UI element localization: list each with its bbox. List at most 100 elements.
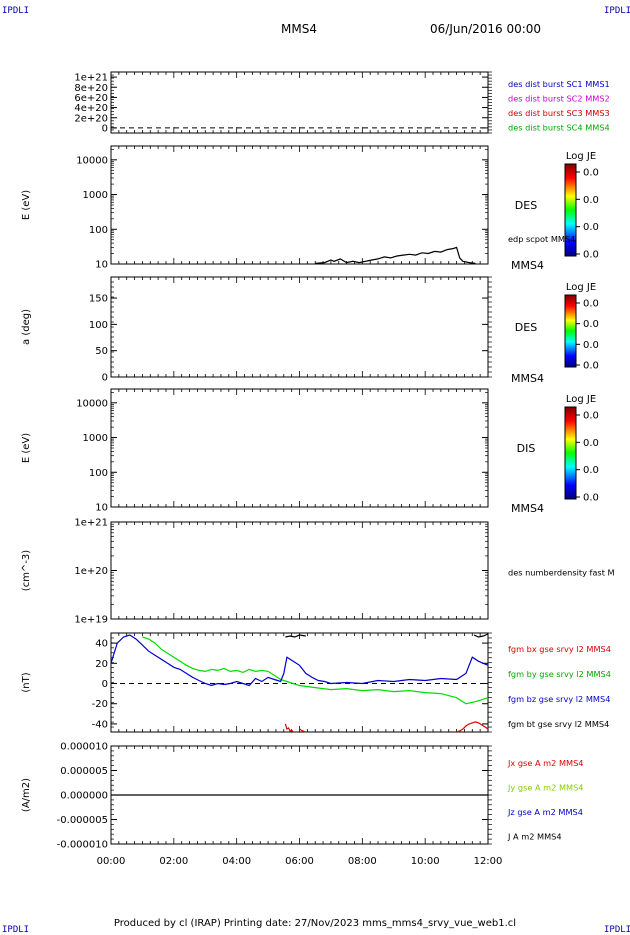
series-line-black: [315, 246, 476, 264]
panel-des_pitch: [110, 276, 580, 378]
panel-frame: [110, 632, 489, 733]
spacecraft-title: MMS4: [281, 22, 317, 36]
instrument-label: DIS: [517, 442, 536, 455]
y-axis-label: E (eV): [21, 190, 32, 220]
instrument-label: DES: [515, 321, 537, 334]
colorbar: [564, 406, 577, 500]
y-tick-label: 0: [102, 373, 108, 384]
time-tick-label: 00:00: [97, 856, 126, 867]
panel-current: [110, 745, 492, 845]
legend-entry: des dist burst SC4 MMS4: [508, 123, 610, 133]
colorbar-tick-label: 0.0: [583, 250, 599, 261]
y-tick-label: 150: [89, 294, 108, 305]
legend-entry: Jx gse A m2 MMS4: [507, 758, 584, 768]
panel-frame: [110, 388, 489, 508]
legend-entry: des dist burst SC1 MMS1: [508, 79, 610, 89]
panel-density: [110, 521, 489, 620]
y-tick-label: 100: [89, 468, 108, 479]
colorbar-title: Log JE: [566, 282, 596, 293]
y-tick-label: -40: [92, 719, 108, 730]
y-tick-label: 0: [102, 123, 108, 134]
time-tick-label: 02:00: [159, 856, 188, 867]
legend-entry: Jy gse A m2 MMS4: [507, 783, 584, 793]
y-tick-label: 0: [102, 679, 108, 690]
legend-entry: fgm bz gse srvy l2 MMS4: [508, 694, 610, 704]
y-tick-label: 1000: [83, 433, 108, 444]
instrument-label: DES: [515, 199, 537, 212]
colorbar-tick-label: 0.0: [583, 299, 599, 310]
y-tick-label: 20: [95, 659, 108, 670]
colorbar-tick-label: 0.0: [583, 195, 599, 206]
legend-entry: Jz gse A m2 MMS4: [507, 807, 583, 817]
colorbar-tick-label: 0.0: [583, 493, 599, 504]
legend-entry: J A m2 MMS4: [507, 832, 562, 842]
time-tick-label: 10:00: [411, 856, 440, 867]
panel-dis_energy: [110, 388, 580, 508]
series-line-bz: [110, 634, 489, 687]
legend-entry: edp scpot MMS4: [508, 234, 575, 244]
corner-label-top-left: IPDLI: [2, 6, 30, 16]
y-tick-label: 1e+21: [74, 518, 108, 529]
series-line-bx: [284, 723, 294, 733]
colorbar-title: Log JE: [566, 151, 596, 162]
colorbar-tick-label: 0.0: [583, 319, 599, 330]
y-tick-label: 1e+21: [74, 73, 108, 84]
panel-frame: [110, 276, 489, 378]
y-tick-label: 2e+20: [74, 113, 108, 124]
spacecraft-label: MMS4: [511, 259, 544, 272]
colorbar-tick-label: 0.0: [583, 340, 599, 351]
series-line-bt: [473, 633, 489, 638]
corner-label-top-right: IPDLI: [604, 6, 630, 16]
colorbar: [564, 163, 577, 257]
colorbar-tick-label: 0.0: [583, 438, 599, 449]
y-tick-label: 0.000000: [60, 791, 108, 802]
y-axis-label: (A/m2): [21, 778, 32, 812]
y-tick-label: 0.000010: [60, 742, 108, 753]
y-tick-label: 10: [95, 503, 108, 514]
y-axis-label: E (eV): [21, 433, 32, 463]
legend-entry: des numberdensity fast M: [508, 568, 615, 578]
colorbar-tick-label: 0.0: [583, 168, 599, 179]
y-tick-label: 40: [95, 639, 108, 650]
y-axis-label: (cm^-3): [21, 550, 32, 591]
spacecraft-label: MMS4: [511, 372, 544, 385]
y-tick-label: 10000: [76, 155, 108, 166]
colorbar-tick-label: 0.0: [583, 222, 599, 233]
colorbar-tick-label: 0.0: [583, 465, 599, 476]
y-tick-label: 100: [89, 225, 108, 236]
series-line-bx: [456, 721, 489, 733]
legend-entry: des dist burst SC2 MMS2: [508, 94, 610, 104]
legend-entry: des dist burst SC3 MMS3: [508, 108, 610, 118]
corner-label-bottom-left: IPDLI: [2, 925, 30, 935]
y-tick-label: 4e+20: [74, 103, 108, 114]
time-tick-label: 08:00: [348, 856, 377, 867]
series-line-by: [142, 636, 489, 705]
time-tick-label: 04:00: [222, 856, 251, 867]
spacecraft-label: MMS4: [511, 502, 544, 515]
y-tick-label: 8e+20: [74, 83, 108, 94]
y-tick-label: 10: [95, 260, 108, 271]
y-axis-label: a (deg): [21, 309, 32, 345]
panel-frame: [110, 521, 489, 620]
y-tick-label: 1e+19: [74, 615, 108, 626]
footer-credits: Produced by cl (IRAP) Printing date: 27/…: [113, 918, 517, 929]
colorbar: [564, 294, 577, 368]
corner-label-bottom-right: IPDLI: [604, 925, 630, 935]
colorbar-title: Log JE: [566, 394, 596, 405]
y-tick-label: 6e+20: [74, 93, 108, 104]
y-tick-label: 50: [95, 346, 108, 357]
y-tick-label: 0.000005: [60, 766, 108, 777]
panel-des_energy: [110, 145, 580, 265]
series-line-bt: [285, 634, 306, 638]
panel-frame: [110, 71, 489, 134]
date-title: 06/Jun/2016 00:00: [430, 22, 542, 36]
y-tick-label: 10000: [76, 398, 108, 409]
colorbar-tick-label: 0.0: [583, 411, 599, 422]
colorbar-tick-label: 0.0: [583, 361, 599, 372]
time-tick-label: 06:00: [285, 856, 314, 867]
legend-entry: fgm by gse srvy l2 MMS4: [508, 669, 611, 679]
y-tick-label: 1000: [83, 190, 108, 201]
series-line-bx: [299, 728, 306, 733]
y-tick-label: -0.000005: [57, 815, 108, 826]
